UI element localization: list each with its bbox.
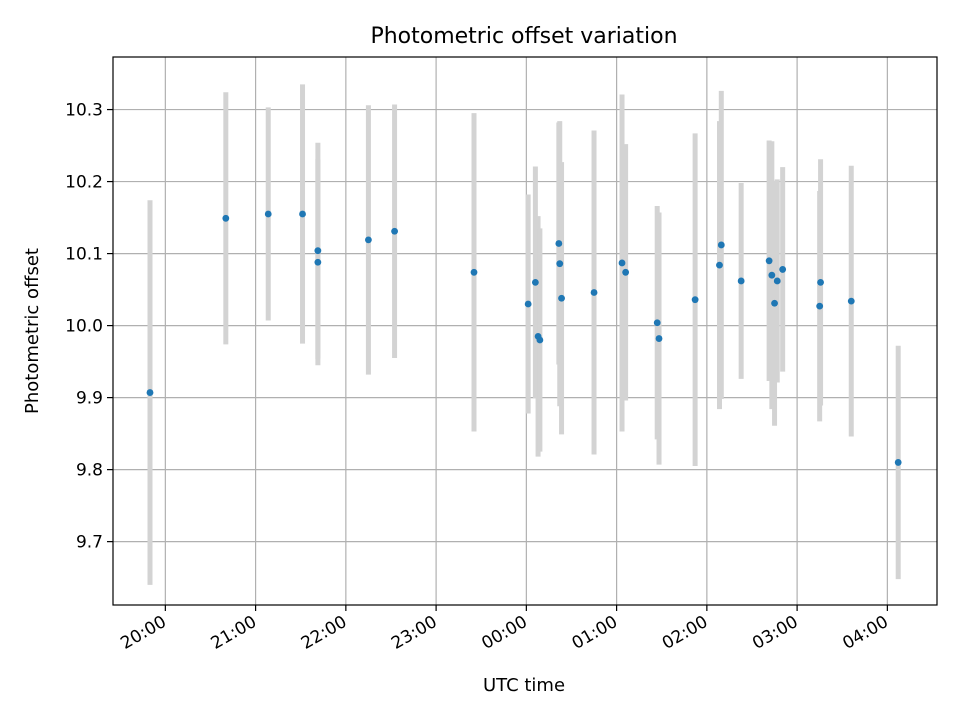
data-point — [531, 278, 539, 286]
data-point — [737, 277, 745, 285]
data-point — [653, 319, 661, 327]
data-point — [146, 389, 154, 396]
data-point — [618, 259, 626, 267]
data-point — [779, 266, 787, 273]
y-tick-label: 10.3 — [65, 101, 103, 121]
data-point — [536, 336, 544, 344]
data-point — [768, 271, 776, 279]
data-point — [470, 268, 478, 276]
data-point — [555, 240, 563, 247]
data-point — [524, 300, 532, 308]
data-point — [765, 257, 773, 265]
data-point — [222, 214, 230, 222]
y-tick-label: 10.2 — [65, 173, 103, 193]
y-tick-label: 9.9 — [76, 389, 103, 409]
data-point — [894, 459, 902, 466]
y-tick-label: 10.1 — [65, 245, 103, 265]
data-point — [391, 227, 398, 235]
data-points — [146, 210, 902, 466]
chart-title: Photometric offset variation — [370, 24, 677, 49]
y-axis-label: Photometric offset — [22, 248, 43, 414]
data-point — [365, 236, 372, 244]
data-point — [717, 241, 725, 249]
data-point — [314, 247, 322, 255]
data-point — [771, 299, 778, 307]
data-point — [590, 289, 598, 296]
data-point — [773, 277, 781, 285]
data-point — [691, 296, 699, 304]
plot-frame — [112, 56, 938, 606]
data-point — [264, 210, 272, 218]
data-point — [655, 335, 663, 342]
data-point — [558, 294, 565, 302]
data-point — [556, 260, 564, 268]
x-axis-label: UTC time — [483, 675, 565, 696]
data-point — [816, 302, 824, 310]
y-tick-label: 9.8 — [76, 461, 103, 481]
data-point — [847, 297, 855, 305]
data-point — [622, 268, 630, 276]
data-point — [314, 258, 322, 266]
data-point — [817, 278, 824, 286]
data-point — [299, 210, 306, 218]
y-tick-label: 9.7 — [76, 533, 103, 553]
y-tick-label: 10.0 — [65, 317, 103, 337]
data-point — [716, 261, 723, 269]
